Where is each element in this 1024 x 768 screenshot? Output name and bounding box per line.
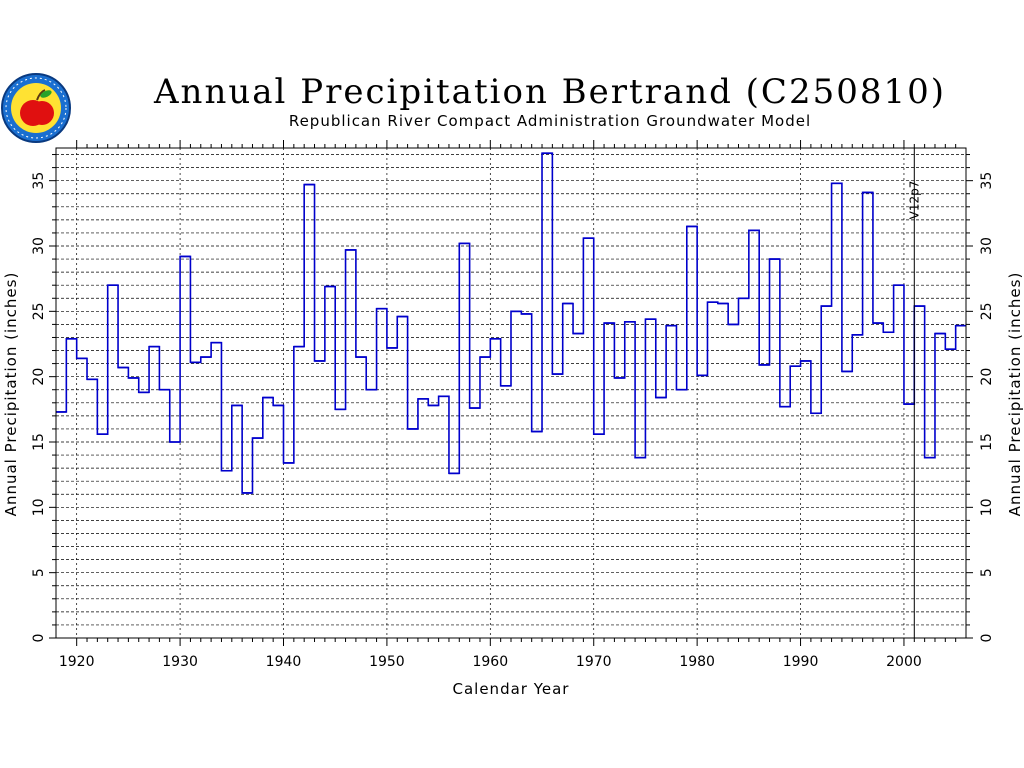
y-tick-label-right: 30 (979, 237, 995, 255)
axis-layer: 0 0 5 5 10 10 15 15 20 20 25 25 30 30 35 35 1920 1930 1940… (31, 140, 995, 670)
y-tick-label-right: 0 (979, 634, 995, 643)
x-axis-label: Calendar Year (453, 680, 570, 698)
y-tick-label-left: 35 (31, 172, 47, 190)
x-tick-label: 1990 (783, 654, 819, 670)
y-tick-label-right: 15 (979, 433, 995, 451)
x-tick-label: 2000 (886, 654, 922, 670)
y-tick-label-right: 35 (979, 172, 995, 190)
y-tick-label-left: 20 (31, 368, 47, 386)
x-tick-label: 1930 (162, 654, 198, 670)
series-layer (56, 152, 966, 494)
grid-layer (56, 148, 966, 638)
y-tick-label-left: 5 (31, 568, 47, 577)
x-tick-label: 1920 (59, 654, 95, 670)
x-tick-label: 1980 (679, 654, 715, 670)
y-axis-label-right: Annual Precipitation (inches) (1006, 272, 1024, 517)
y-tick-label-left: 0 (31, 634, 47, 643)
x-tick-label: 1970 (576, 654, 612, 670)
y-tick-label-right: 20 (979, 368, 995, 386)
x-tick-label: 1950 (369, 654, 405, 670)
x-tick-label: 1960 (472, 654, 508, 670)
plot-frame (55, 147, 967, 639)
apple-seal-logo (0, 72, 72, 144)
chart-subtitle: Republican River Compact Administration … (288, 112, 812, 130)
y-tick-label-left: 25 (31, 302, 47, 320)
annotation-label: V12p7 (907, 181, 921, 220)
y-tick-label-left: 10 (31, 498, 47, 516)
series-line (56, 152, 966, 494)
apple-seal-icon (1, 73, 71, 143)
chart-title: Annual Precipitation Bertrand (C250810) (154, 72, 946, 112)
y-tick-label-left: 15 (31, 433, 47, 451)
x-tick-label: 1940 (266, 654, 302, 670)
y-axis-label-left: Annual Precipitation (inches) (2, 272, 20, 517)
y-tick-label-right: 5 (979, 568, 995, 577)
y-tick-label-right: 10 (979, 498, 995, 516)
y-tick-label-left: 30 (31, 237, 47, 255)
y-tick-label-right: 25 (979, 302, 995, 320)
